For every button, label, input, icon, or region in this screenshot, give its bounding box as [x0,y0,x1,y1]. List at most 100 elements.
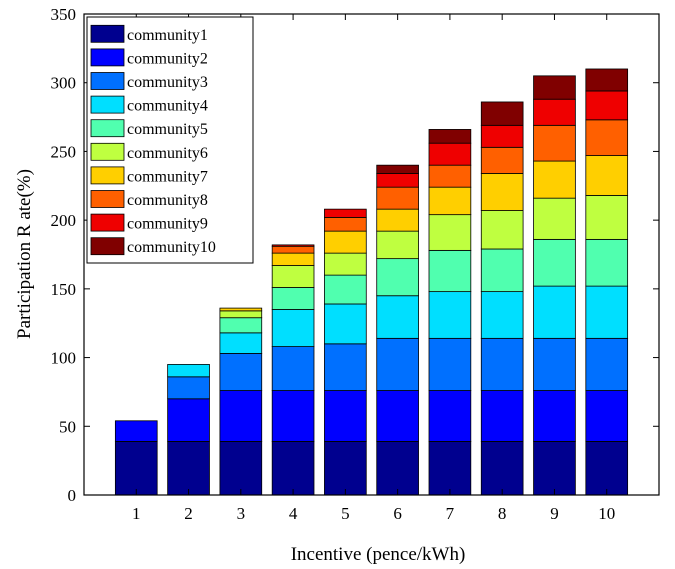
bar-segment-community1-3 [219,440,263,496]
x-tick-label: 2 [184,504,193,523]
legend-label-community1: community1 [127,27,208,44]
y-tick-label: 200 [51,211,77,230]
bar-segment-community9-5 [324,208,367,218]
bar-segment-community6-6 [376,230,419,260]
bar-segment-community1-8 [480,440,524,496]
bar-segment-community7-8 [480,173,524,211]
bar-segment-community3-9 [533,337,576,391]
bar-segment-community6-4 [271,265,315,288]
legend-label-community3: community3 [127,74,208,91]
bar-segment-community9-7 [428,142,472,166]
bar-segment-community4-3 [219,332,263,354]
bar-segment-community1-7 [428,440,472,496]
bar-segment-community6-8 [480,210,524,250]
bar-segment-community1-9 [533,440,576,496]
legend-label-community7: community7 [127,168,208,185]
bar-segment-community2-2 [167,398,210,442]
bar-segment-community9-9 [533,98,576,126]
bar-segment-community1-1 [114,440,158,496]
bar-segment-community8-6 [376,186,419,210]
bar-segment-community2-6 [376,390,419,442]
bar-segment-community10-6 [376,164,419,174]
bar-segment-community2-4 [271,390,315,442]
y-tick-label: 350 [51,5,77,24]
bar-segment-community4-4 [271,309,315,347]
x-tick-label: 3 [237,504,246,523]
x-tick-label: 8 [498,504,507,523]
bar-segment-community3-2 [167,376,210,400]
y-axis-title: Participation R ate(%) [14,169,35,339]
bar-segment-community8-4 [271,245,315,254]
bar-segment-community3-7 [428,337,472,391]
bar-segment-community8-10 [585,119,629,156]
x-tick-label: 7 [446,504,455,523]
bar-segment-community2-3 [219,390,263,442]
x-tick-label: 10 [598,504,615,523]
legend-label-community9: community9 [127,216,208,233]
legend-swatch-community4 [90,95,125,114]
bar-segment-community1-5 [324,440,367,496]
legend-swatch-community9 [90,213,125,232]
bar-segment-community9-10 [585,90,629,121]
legend-swatch-community2 [90,48,125,67]
bar-segment-community10-10 [585,68,629,92]
bar-segment-community5-7 [428,249,472,293]
bar-segment-community5-6 [376,258,419,297]
y-tick-label: 150 [51,280,77,299]
legend-swatch-community5 [90,119,125,138]
bar-segment-community2-8 [480,390,524,442]
bar-segment-community10-7 [428,129,472,144]
bar-segment-community3-8 [480,337,524,391]
legend-swatch-community10 [90,237,125,256]
legend: community1 community2 community3 community4… [86,16,254,264]
legend-swatch-community1 [90,24,125,43]
axes-group: 0 50 100 150 200 250 300 350 1 2 3 4 5 6 7 8 9 10 [51,5,660,523]
legend-swatch-community8 [90,190,125,208]
bar-segment-community8-7 [428,164,472,188]
legend-label-community8: community8 [127,192,208,209]
legend-swatch-community3 [90,72,125,90]
y-tick-label: 50 [59,417,76,436]
bar-segment-community5-10 [585,238,629,287]
bar-segment-community4-9 [533,285,576,339]
bar-segment-community5-9 [533,238,576,287]
bar-segment-community7-7 [428,186,472,216]
bar-segment-community7-6 [376,208,419,232]
bar-segment-community2-1 [114,420,158,442]
bar-segment-community1-6 [376,440,419,496]
bar-segment-community3-10 [585,337,629,391]
y-tick-label: 300 [51,74,77,93]
x-tick-label: 5 [341,504,350,523]
bar-segment-community6-3 [219,310,263,319]
bar-segment-community9-6 [376,173,419,188]
legend-swatch-community6 [90,142,125,161]
bar-segment-community5-4 [271,287,315,310]
legend-label-community10: community10 [127,239,216,256]
bar-segment-community5-5 [324,274,367,305]
bar-segment-community7-3 [219,307,263,312]
legend-label-community2: community2 [127,50,208,67]
legend-swatch-community7 [90,166,125,185]
bar-segment-community4-8 [480,291,524,339]
y-tick-label: 250 [51,142,77,161]
bar-segment-community9-4 [271,244,315,247]
bar-segment-community7-4 [271,252,315,266]
bar-segment-community6-5 [324,252,367,276]
bar-segment-community1-4 [271,440,315,496]
y-tick-label: 0 [68,486,77,505]
bar-segment-community6-9 [533,197,576,240]
bar-segment-community6-10 [585,195,629,240]
bar-segment-community8-5 [324,216,367,232]
bar-segment-community2-10 [585,390,629,442]
bar-segment-community2-9 [533,390,576,442]
legend-label-community6: community6 [127,145,208,162]
bars-group [114,68,629,496]
bar-segment-community4-5 [324,303,367,345]
bar-segment-community2-7 [428,390,472,442]
bar-segment-community3-5 [324,343,367,391]
bar-segment-community7-10 [585,155,629,196]
bar-segment-community7-9 [533,160,576,199]
bar-segment-community4-6 [376,295,419,339]
bar-segment-community9-8 [480,124,524,148]
